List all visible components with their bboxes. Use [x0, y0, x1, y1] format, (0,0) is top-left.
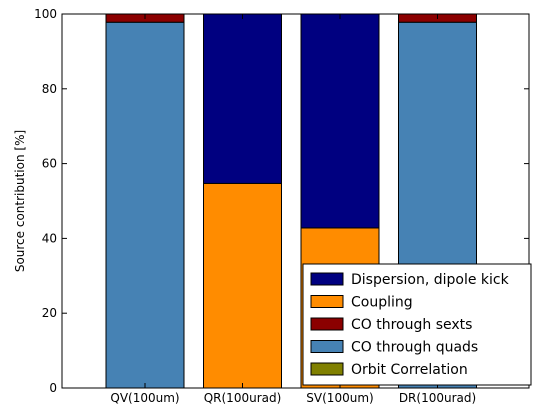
bar-qr-100urad-coupling: [203, 182, 282, 389]
legend-swatch-co-through-sexts: [310, 317, 344, 331]
y-tick-label: 40: [42, 231, 57, 245]
y-axis: 0 20 40 60 80 100: [34, 7, 529, 395]
legend: Dispersion, dipole kick Coupling CO throug…: [302, 263, 532, 386]
legend-swatch-dispersion-dipole-kick: [310, 272, 344, 286]
legend-label-dispersion-dipole-kick: Dispersion, dipole kick: [351, 272, 510, 288]
x-axis: QV(100um) QR(100urad) SV(100um) DR(100urad): [110, 14, 476, 405]
y-axis-title: Source contribution [%]: [13, 130, 27, 272]
legend-swatch-orbit-correlation: [310, 362, 344, 376]
y-tick-label: 60: [42, 157, 57, 171]
legend-label-orbit-correlation: Orbit Correlation: [351, 362, 468, 378]
plot-area-frame: [61, 13, 530, 389]
bar-qr-100urad-dispersion-dipole-kick: [203, 13, 282, 184]
y-tick-label: 20: [42, 306, 57, 320]
legend-label-coupling: Coupling: [351, 295, 413, 311]
bar-sv-100um-dispersion-dipole-kick: [300, 13, 380, 229]
bar-qv-100um-co-through-quads: [105, 21, 185, 389]
legend-label-co-through-sexts: CO through sexts: [351, 317, 472, 333]
y-tick-label: 100: [34, 7, 57, 21]
x-tick-label: QV(100um): [110, 391, 179, 405]
legend-swatch-co-through-quads: [310, 340, 344, 353]
legend-label-co-through-quads: CO through quads: [351, 340, 478, 356]
y-tick-label: 0: [49, 381, 57, 395]
x-tick-label: QR(100urad): [204, 391, 282, 405]
legend-swatch-coupling: [310, 295, 344, 308]
y-tick-label: 80: [42, 82, 57, 96]
x-tick-label: DR(100urad): [399, 391, 476, 405]
x-tick-label: SV(100um): [306, 391, 373, 405]
